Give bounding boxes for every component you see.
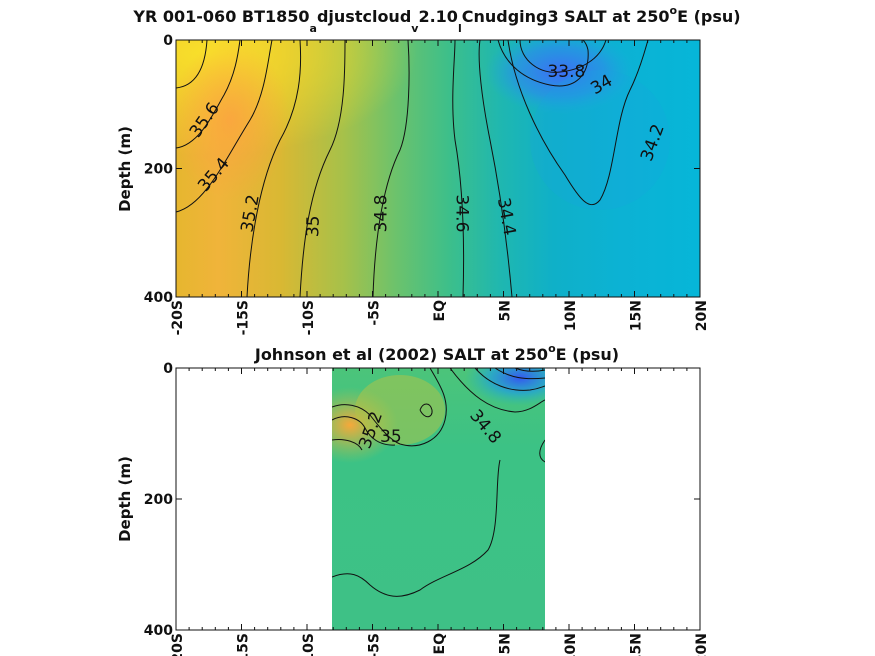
x-tick-label: 5N: [498, 300, 514, 321]
x-tick-label: 15N: [629, 300, 645, 331]
x-tick-label: -20S: [170, 633, 186, 656]
panel-bottom-axes: -20S -15S -10S -5S EQ 5N 10N 15N 20N 0 200 400: [144, 361, 710, 656]
panel-top-axes: -20S -15S -10S -5S EQ 5N 10N 15N 20N 0 200 400: [144, 33, 710, 335]
panel-bottom: Johnson et al (2002) SALT at 250oE (psu)…: [116, 342, 710, 656]
panel-top-title: YR 001-060 BT1850adjustcloudv2.10lCnudgi…: [132, 4, 740, 35]
panel-bottom-field: [332, 368, 545, 630]
x-tick-label: 20N: [694, 300, 710, 331]
x-tick-label: -5S: [367, 300, 383, 326]
x-tick-label: -15S: [236, 300, 252, 335]
contour-label: 35: [380, 427, 402, 447]
panel-bottom-title: Johnson et al (2002) SALT at 250oE (psu): [254, 342, 619, 364]
y-tick-label: 200: [144, 162, 173, 178]
y-tick-label: 400: [144, 623, 173, 639]
panel-top-field: [176, 40, 700, 297]
contour-label: 35: [303, 215, 324, 237]
y-tick-label: 400: [144, 290, 173, 306]
panel-top-contours: [176, 40, 649, 297]
y-tick-label: 200: [144, 492, 173, 508]
panel-bottom-contours: [332, 368, 545, 597]
contour-label: 34.6: [452, 195, 472, 233]
x-tick-label: 15N: [629, 633, 645, 656]
x-tick-label: 5N: [498, 633, 514, 654]
x-tick-label: -10S: [301, 633, 317, 656]
panel-top: YR 001-060 BT1850adjustcloudv2.10lCnudgi…: [116, 4, 741, 335]
panel-top-ylabel: Depth (m): [116, 126, 134, 212]
contour-label: 33.8: [547, 62, 585, 82]
x-tick-label: 10N: [563, 633, 579, 656]
x-tick-label: -15S: [236, 633, 252, 656]
y-tick-label: 0: [163, 33, 173, 49]
x-tick-label: EQ: [432, 633, 448, 655]
y-tick-label: 0: [163, 361, 173, 377]
contour-label: 34.8: [372, 195, 392, 233]
x-tick-label: EQ: [432, 300, 448, 322]
x-tick-label: -10S: [301, 300, 317, 335]
x-tick-label: 20N: [694, 633, 710, 656]
x-tick-label: 10N: [563, 300, 579, 331]
panel-bottom-ylabel: Depth (m): [116, 456, 134, 542]
x-tick-label: -20S: [170, 300, 186, 335]
x-tick-label: -5S: [367, 633, 383, 656]
